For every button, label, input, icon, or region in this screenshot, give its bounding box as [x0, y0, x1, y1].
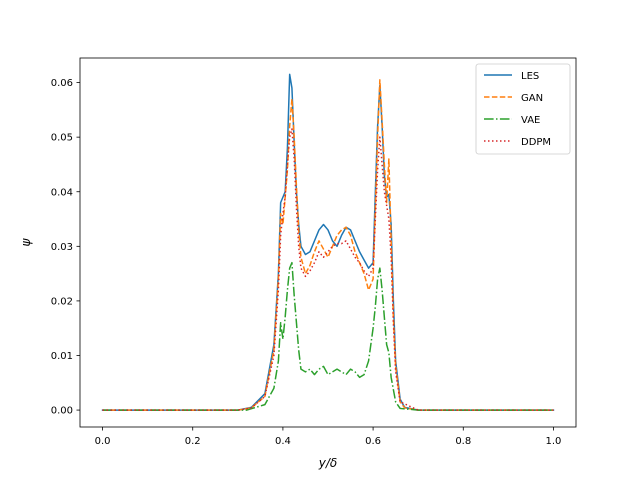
y-axis: 0.00 0.01 0.02 0.03 0.04 0.05 0.06 — [51, 78, 80, 417]
legend-label-vae: VAE — [521, 115, 540, 126]
x-tick-label: 0.0 — [95, 436, 111, 447]
legend-label-ddpm: DDPM — [521, 137, 551, 148]
y-tick-label: 0.02 — [51, 297, 73, 308]
x-tick-label: 0.4 — [275, 436, 291, 447]
legend-label-les: LES — [521, 71, 539, 82]
x-axis-label: y/δ — [318, 456, 338, 470]
x-tick-label: 0.2 — [185, 436, 201, 447]
y-tick-label: 0.04 — [51, 187, 73, 198]
y-tick-label: 0.03 — [51, 242, 73, 253]
y-tick-label: 0.06 — [51, 78, 73, 89]
series-layer — [101, 73, 555, 411]
legend: LES GAN VAE DDPM — [475, 63, 571, 155]
series-line-vae — [102, 261, 554, 411]
y-axis-label: ψ — [19, 237, 33, 246]
legend-label-gan: GAN — [521, 93, 543, 104]
y-tick-label: 0.00 — [51, 406, 73, 417]
x-tick-label: 1.0 — [546, 436, 562, 447]
x-tick-label: 0.8 — [455, 436, 471, 447]
x-axis: 0.0 0.2 0.4 0.6 0.8 1.0 — [95, 427, 562, 447]
series-line-ddpm — [102, 128, 554, 411]
y-tick-label: 0.05 — [51, 133, 73, 144]
series-line-gan — [102, 79, 554, 411]
y-tick-label: 0.01 — [51, 351, 73, 362]
x-tick-label: 0.6 — [365, 436, 381, 447]
legend-box — [475, 63, 571, 155]
axes-frame — [79, 57, 577, 428]
series-line-les — [101, 73, 555, 411]
